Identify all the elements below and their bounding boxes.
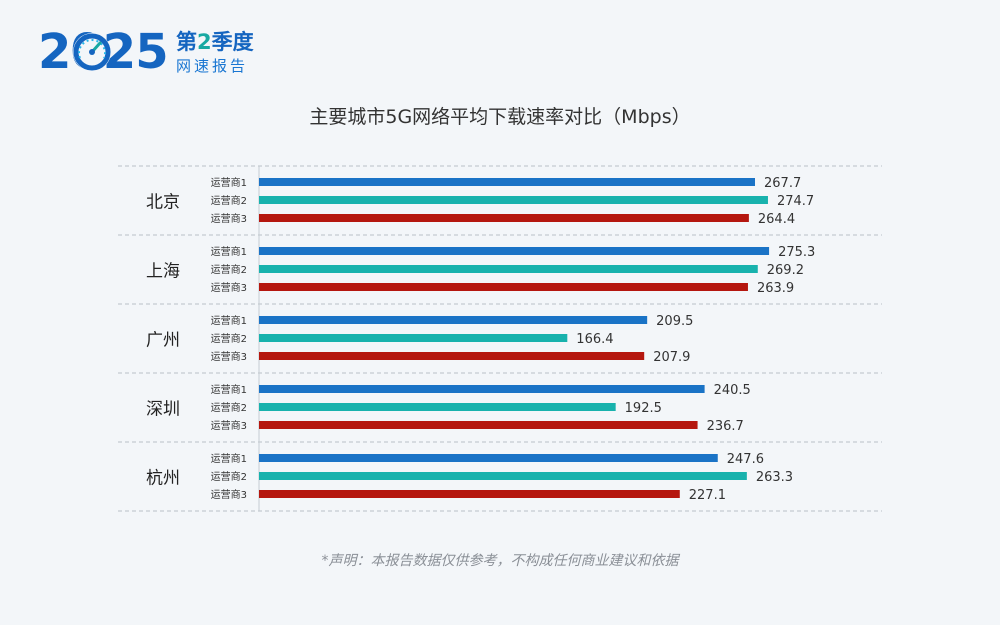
carrier-label: 运营商2 <box>211 332 247 345</box>
speedometer-icon <box>73 33 111 71</box>
value-label: 240.5 <box>714 383 751 398</box>
city-label: 深圳 <box>146 400 180 420</box>
carrier-label: 运营商2 <box>211 401 247 414</box>
value-label: 263.3 <box>756 470 793 485</box>
carrier-label: 运营商1 <box>211 383 247 396</box>
carrier-label: 运营商2 <box>211 263 247 276</box>
bar <box>259 490 680 498</box>
carrier-label: 运营商1 <box>211 176 247 189</box>
carrier-label: 运营商2 <box>211 470 247 483</box>
bar <box>259 265 758 273</box>
value-label: 227.1 <box>689 488 726 503</box>
carrier-label: 运营商2 <box>211 194 247 207</box>
bar <box>259 283 748 291</box>
value-label: 267.7 <box>764 176 801 191</box>
carrier-label: 运营商1 <box>211 452 247 465</box>
city-label: 北京 <box>146 193 180 213</box>
carrier-label: 运营商3 <box>211 419 247 432</box>
bar <box>259 178 755 186</box>
carrier-label: 运营商3 <box>211 488 247 501</box>
bar <box>259 352 645 360</box>
logo-quarter-suffix: 季度 <box>211 30 254 54</box>
value-label: 263.9 <box>757 281 794 296</box>
bar <box>259 472 747 480</box>
bar <box>259 403 616 411</box>
logo-quarter: 第2季度 <box>176 30 254 54</box>
city-label: 上海 <box>146 262 180 282</box>
value-label: 236.7 <box>707 419 744 434</box>
bar <box>259 247 770 255</box>
value-label: 207.9 <box>653 350 690 365</box>
value-label: 247.6 <box>727 452 764 467</box>
chart-title: 主要城市5G网络平均下载速率对比（Mbps） <box>309 106 691 128</box>
value-label: 274.7 <box>777 194 814 209</box>
city-label: 广州 <box>146 331 180 351</box>
value-label: 192.5 <box>625 401 662 416</box>
report-logo: 2025 第2季度 网速报告 <box>38 24 278 80</box>
carrier-label: 运营商1 <box>211 314 247 327</box>
bar <box>259 385 705 393</box>
value-label: 209.5 <box>656 314 693 329</box>
bar <box>259 334 568 342</box>
value-label: 264.4 <box>758 212 795 227</box>
bar <box>259 454 718 462</box>
carrier-label: 运营商1 <box>211 245 247 258</box>
bar <box>259 196 768 204</box>
carrier-label: 运营商3 <box>211 350 247 363</box>
bar <box>259 214 749 222</box>
carrier-label: 运营商3 <box>211 281 247 294</box>
logo-quarter-number: 2 <box>197 30 212 54</box>
bar <box>259 316 648 324</box>
logo-quarter-prefix: 第 <box>176 30 197 54</box>
logo-subtitle: 网速报告 <box>176 57 249 75</box>
carrier-label: 运营商3 <box>211 212 247 225</box>
bar <box>259 421 698 429</box>
value-label: 275.3 <box>778 245 815 260</box>
city-label: 杭州 <box>146 469 180 489</box>
disclaimer-footnote: *声明：本报告数据仅供参考，不构成任何商业建议和依据 <box>321 553 679 569</box>
value-label: 269.2 <box>767 263 804 278</box>
value-label: 166.4 <box>576 332 613 347</box>
